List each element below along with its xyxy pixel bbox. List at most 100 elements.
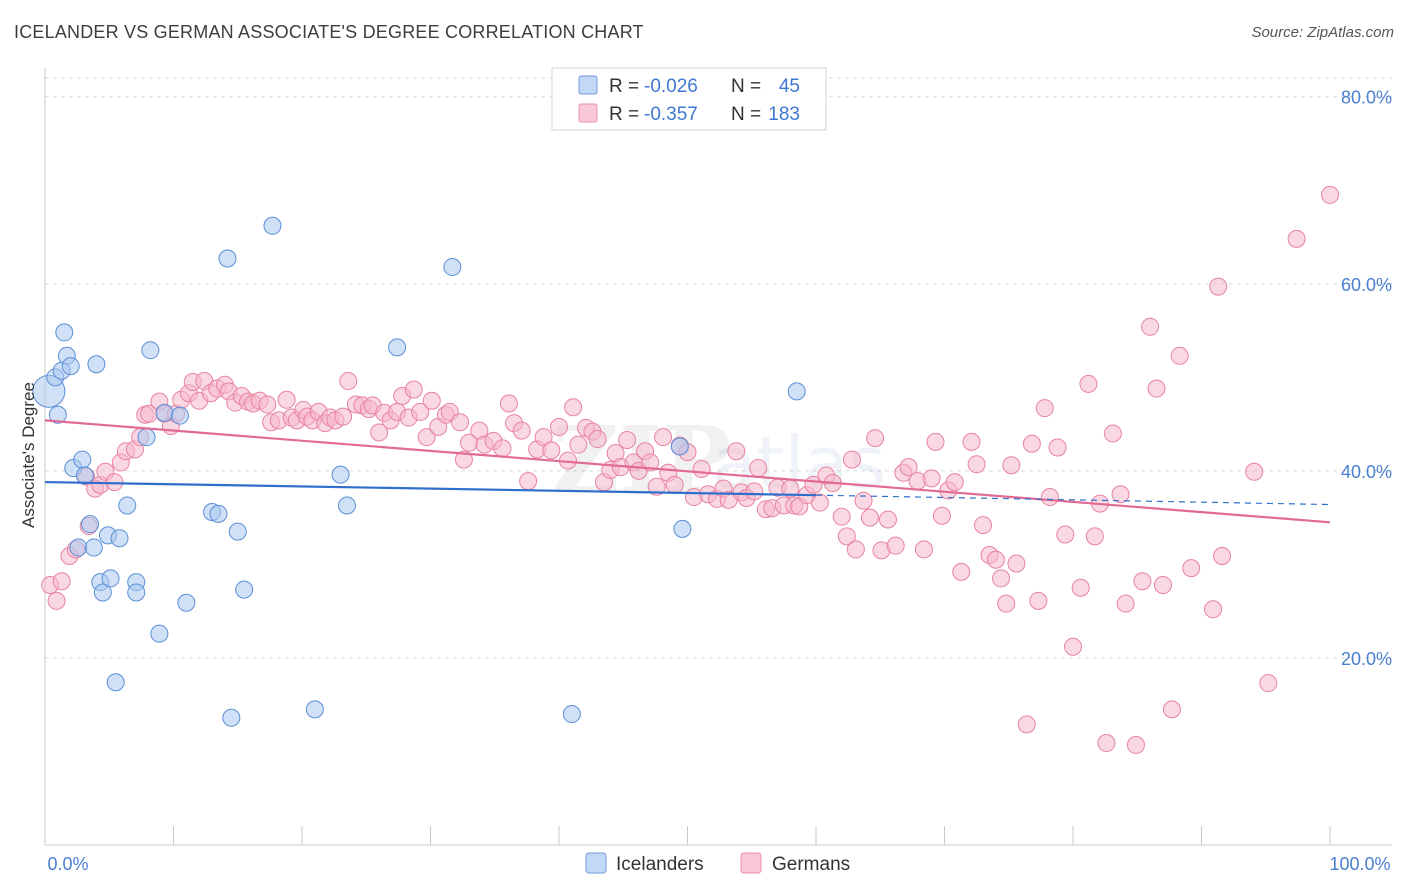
point-germans — [837, 527, 856, 546]
point-germans — [1071, 578, 1090, 597]
point-germans — [727, 442, 746, 461]
point-germans — [899, 458, 918, 477]
point-germans — [886, 536, 905, 555]
point-icelanders — [106, 673, 125, 692]
point-icelanders — [337, 496, 356, 515]
trend-lines — [44, 419, 1331, 524]
point-germans — [967, 455, 986, 474]
point-germans — [258, 395, 277, 414]
point-germans — [1141, 317, 1160, 336]
point-icelanders — [670, 437, 689, 456]
point-germans — [665, 475, 684, 494]
point-icelanders — [305, 700, 324, 719]
point-germans — [974, 516, 993, 535]
point-germans — [499, 394, 518, 413]
point-icelanders — [93, 583, 112, 602]
point-icelanders — [155, 403, 174, 422]
point-icelanders — [170, 406, 189, 425]
point-icelanders — [209, 504, 228, 523]
stats-legend-swatch-germans — [578, 103, 598, 123]
point-germans — [52, 572, 71, 591]
stats-legend: R = -0.026 N = 45 R = -0.357 N = 183 — [551, 67, 827, 131]
point-icelanders — [110, 529, 129, 548]
point-germans — [986, 550, 1005, 569]
y-tick-label: 20.0% — [1341, 649, 1392, 669]
legend-label-icelanders: Icelanders — [616, 854, 704, 875]
legend-swatch-icelanders — [585, 852, 607, 874]
point-icelanders — [118, 496, 137, 515]
y-tick-label: 40.0% — [1341, 462, 1392, 482]
point-germans — [512, 421, 531, 440]
stats-legend-frame — [551, 67, 827, 131]
point-germans — [692, 459, 711, 478]
point-germans — [860, 508, 879, 527]
point-icelanders — [177, 593, 196, 612]
point-germans — [1170, 346, 1189, 365]
point-icelanders — [218, 249, 237, 268]
point-icelanders — [69, 538, 88, 557]
point-germans — [417, 428, 436, 447]
point-germans — [842, 450, 861, 469]
point-icelanders — [87, 355, 106, 374]
point-germans — [411, 402, 430, 421]
point-germans — [647, 477, 666, 496]
point-germans — [654, 428, 673, 447]
point-germans — [1209, 277, 1228, 296]
point-germans — [569, 435, 588, 454]
stats-r-label-icelanders: R = — [609, 76, 639, 97]
point-germans — [749, 459, 768, 478]
point-germans — [1022, 434, 1041, 453]
point-germans — [1040, 488, 1059, 507]
point-germans — [47, 591, 66, 610]
point-germans — [1162, 700, 1181, 719]
point-icelanders — [55, 323, 74, 342]
point-germans — [992, 569, 1011, 588]
point-germans — [846, 540, 865, 559]
legend-label-germans: Germans — [772, 854, 850, 875]
point-germans — [1064, 637, 1082, 656]
point-germans — [1116, 594, 1135, 613]
point-germans — [1007, 554, 1026, 573]
point-germans — [952, 562, 971, 581]
point-germans — [1079, 374, 1098, 393]
point-germans — [866, 429, 885, 448]
point-icelanders — [61, 357, 80, 376]
point-germans — [277, 390, 296, 409]
legend-swatch-germans — [740, 852, 762, 874]
point-germans — [997, 594, 1016, 613]
point-germans — [1029, 591, 1048, 610]
point-germans — [422, 391, 441, 410]
point-icelanders — [141, 341, 160, 360]
point-germans — [550, 417, 568, 436]
point-germans — [1103, 424, 1122, 443]
point-germans — [1133, 572, 1152, 591]
point-germans — [1321, 185, 1339, 204]
series-legend: Icelanders Germans — [585, 852, 850, 875]
point-germans — [932, 506, 951, 525]
point-germans — [1056, 525, 1075, 544]
germans-points — [41, 185, 1339, 754]
point-germans — [878, 510, 897, 529]
x-tick-label-min: 0.0% — [47, 854, 88, 874]
point-germans — [1048, 438, 1067, 457]
point-germans — [1182, 559, 1201, 578]
point-germans — [618, 430, 637, 449]
point-germans — [1259, 674, 1278, 693]
chart-title: ICELANDER VS GERMAN ASSOCIATE'S DEGREE C… — [14, 22, 644, 42]
stats-n-value-germans: 183 — [768, 104, 800, 125]
point-germans — [1097, 734, 1116, 753]
stats-r-value-germans: -0.357 — [644, 104, 698, 125]
point-germans — [404, 380, 423, 399]
point-germans — [945, 473, 964, 492]
point-icelanders — [235, 580, 254, 599]
icelanders-points — [32, 216, 806, 727]
point-germans — [493, 439, 512, 458]
stats-r-value-icelanders: -0.026 — [644, 76, 698, 97]
point-germans — [1287, 229, 1306, 248]
trend-line-icelanders-extrapolated — [815, 494, 1331, 506]
point-icelanders — [80, 515, 99, 534]
trend-line-icelanders — [44, 480, 817, 497]
stats-n-label-icelanders: N = — [731, 76, 761, 97]
point-germans — [1153, 575, 1172, 594]
